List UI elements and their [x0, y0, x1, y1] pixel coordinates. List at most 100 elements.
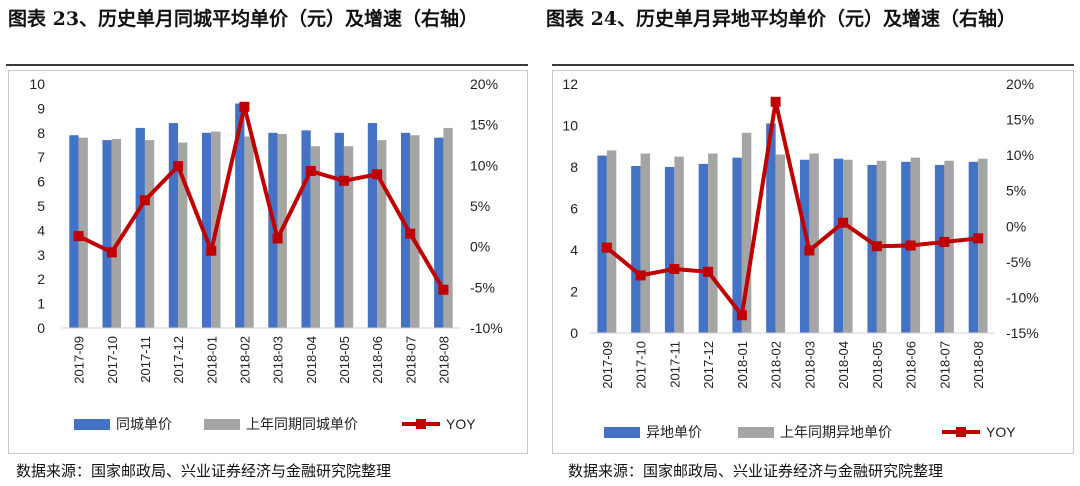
right-right-axis-tick: 20%: [1006, 76, 1034, 92]
right-yoy-marker: [736, 310, 747, 321]
left-left-axis-tick: 4: [37, 222, 45, 238]
left-source-note: 数据来源：国家邮政局、兴业证券经济与金融研究院整理: [16, 462, 392, 480]
right-x-tick-label: 2018-03: [802, 341, 817, 389]
left-yoy-marker: [106, 247, 117, 258]
right-yoy-marker: [973, 233, 984, 244]
left-x-tick-label: 2018-05: [337, 336, 352, 384]
left-yoy-marker: [173, 161, 184, 172]
left-yoy-marker: [438, 284, 449, 295]
right-yoy-marker: [601, 242, 612, 253]
right-legend-marker: [956, 427, 966, 437]
left-x-tick-label: 2017-09: [72, 336, 87, 384]
right-left-axis-tick: 0: [570, 325, 578, 341]
left-left-axis-tick: 6: [37, 174, 45, 190]
left-bar-current: [301, 130, 311, 328]
right-x-tick-label: 2018-07: [937, 341, 952, 389]
right-yoy-marker: [703, 266, 714, 277]
right-x-tick-label: 2017-12: [701, 341, 716, 389]
left-right-axis-tick: 20%: [470, 76, 498, 92]
left-bar-prior-year: [111, 138, 122, 328]
right-chart-frame: [552, 70, 1074, 454]
right-bar-prior-year: [741, 132, 752, 333]
right-bar-current: [698, 163, 709, 333]
left-yoy-marker: [305, 166, 316, 177]
left-x-tick-label: 2018-04: [304, 336, 319, 384]
left-bar-prior-year: [377, 140, 387, 328]
right-left-axis-tick: 12: [562, 76, 578, 92]
left-x-tick-label: 2018-08: [436, 336, 451, 384]
right-chart-title: 图表 24、历史单月异地平均单价（元）及增速（右轴）: [546, 8, 1017, 30]
right-left-axis-tick: 4: [570, 242, 578, 258]
right-bar-current: [766, 123, 776, 333]
left-legend-label: 上年同期同城单价: [246, 417, 358, 433]
right-x-tick-label: 2018-01: [735, 341, 750, 389]
right-legend-swatch: [738, 427, 774, 438]
right-bar-prior-year: [708, 153, 718, 333]
left-left-axis-tick: 10: [29, 76, 45, 92]
right-left-axis-tick: 10: [562, 118, 578, 134]
right-bar-prior-year: [775, 154, 786, 333]
left-left-axis-tick: 3: [37, 247, 45, 263]
left-x-tick-label: 2017-11: [138, 336, 153, 383]
right-legend-label: 上年同期异地单价: [780, 425, 892, 441]
left-right-axis-tick: -10%: [470, 320, 503, 336]
right-yoy-marker: [838, 217, 849, 228]
right-left-axis-tick: 8: [570, 159, 578, 175]
left-chart-frame: [8, 70, 528, 454]
right-yoy-line: [605, 99, 979, 318]
right-yoy-marker: [905, 240, 916, 251]
right-left-axis-tick: 6: [570, 201, 578, 217]
left-yoy-marker: [239, 101, 250, 112]
left-yoy-marker: [73, 231, 84, 242]
right-yoy-marker: [871, 241, 882, 252]
right-yoy-marker: [669, 263, 680, 274]
left-left-axis-tick: 8: [37, 125, 45, 141]
right-yoy-marker: [770, 96, 781, 107]
right-yoy-marker: [939, 236, 950, 247]
left-bar-current: [367, 123, 378, 328]
right-bar-prior-year: [978, 158, 988, 333]
right-title-rule: [552, 64, 1074, 66]
right-x-tick-label: 2018-02: [769, 341, 784, 389]
left-bar-prior-year: [178, 142, 188, 328]
left-bar-current: [334, 132, 344, 328]
right-left-axis-tick: 2: [570, 284, 578, 300]
left-title-rule: [6, 64, 528, 66]
left-legend-swatch: [74, 419, 110, 430]
right-right-axis-tick: -15%: [1006, 325, 1039, 341]
left-yoy-marker: [338, 175, 349, 186]
right-legend-swatch: [604, 427, 640, 438]
left-x-tick-label: 2018-02: [237, 336, 252, 384]
left-x-tick-label: 2017-10: [105, 336, 120, 384]
right-bar-current: [833, 158, 844, 333]
left-x-tick-label: 2018-01: [204, 336, 219, 384]
left-chart-title: 图表 23、历史单月同城平均单价（元）及增速（右轴）: [8, 8, 479, 30]
right-x-tick-label: 2018-05: [870, 341, 885, 389]
right-legend-label: YOY: [986, 424, 1016, 440]
left-yoy-line: [77, 104, 446, 291]
right-x-tick-label: 2018-06: [904, 341, 919, 389]
left-right-axis-tick: 0%: [470, 239, 490, 255]
left-bar-current: [102, 140, 112, 328]
right-bar-current: [664, 167, 675, 333]
left-bar-current: [135, 127, 145, 328]
left-right-axis-tick: -5%: [470, 279, 495, 295]
left-bar-prior-year: [343, 146, 354, 328]
left-legend-label: 同城单价: [116, 417, 172, 433]
right-x-tick-label: 2017-11: [667, 341, 682, 388]
right-source-note: 数据来源：国家邮政局、兴业证券经济与金融研究院整理: [568, 462, 944, 480]
left-x-tick-label: 2018-03: [271, 336, 286, 384]
left-x-tick-label: 2018-06: [370, 336, 385, 384]
right-right-axis-tick: 15%: [1006, 112, 1034, 128]
left-left-axis-tick: 1: [37, 296, 45, 312]
right-bar-current: [631, 165, 641, 333]
left-bar-current: [434, 137, 444, 328]
right-x-tick-label: 2018-04: [836, 341, 851, 389]
right-bar-current: [968, 161, 979, 333]
left-left-axis-tick: 9: [37, 100, 45, 116]
left-bar-current: [201, 132, 212, 328]
right-x-tick-label: 2018-08: [971, 341, 986, 389]
right-right-axis-tick: -5%: [1006, 254, 1031, 270]
right-yoy-marker: [635, 270, 646, 281]
right-bar-prior-year: [640, 153, 651, 333]
